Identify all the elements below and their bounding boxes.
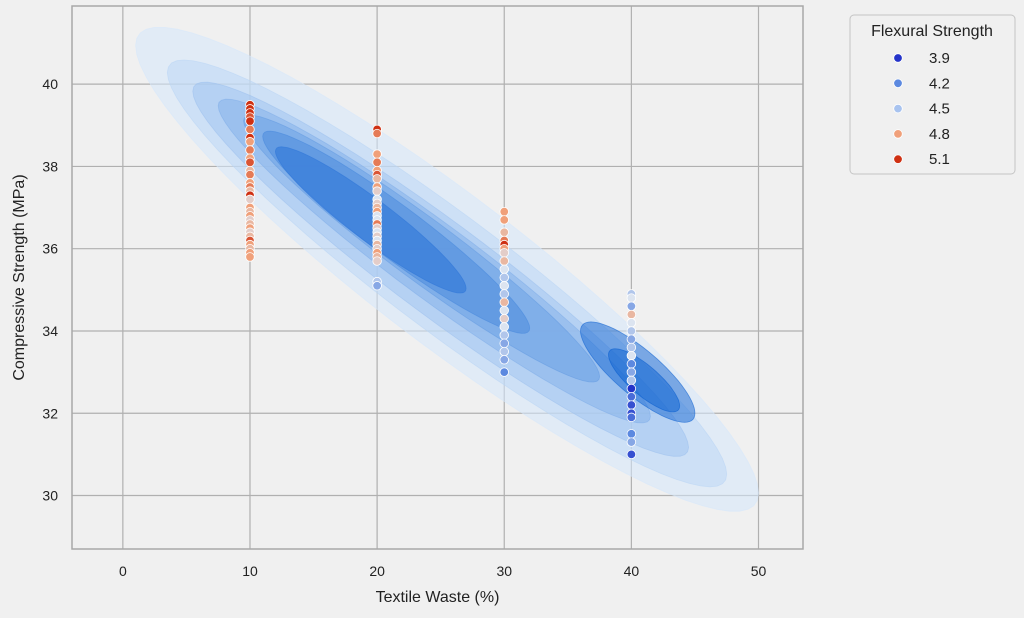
data-point — [372, 157, 382, 168]
data-point — [499, 330, 509, 340]
legend-label: 4.8 — [929, 126, 950, 143]
y-tick-label: 38 — [42, 158, 58, 174]
legend-label: 3.9 — [929, 50, 950, 67]
legend-marker — [893, 103, 903, 114]
x-tick-label: 50 — [751, 563, 767, 579]
data-point — [499, 264, 509, 274]
data-point — [372, 256, 382, 266]
data-point — [626, 400, 637, 410]
data-point — [626, 350, 637, 361]
legend-marker — [893, 154, 903, 164]
data-point — [626, 342, 637, 353]
data-point — [626, 334, 637, 344]
data-point — [626, 309, 637, 320]
data-point — [372, 186, 382, 196]
legend-marker — [893, 53, 903, 63]
tick-labels: 0 10 20 30 40 50 30 32 34 36 38 40 — [42, 76, 766, 579]
data-point — [245, 157, 255, 168]
density-overlay — [135, 27, 759, 512]
x-tick-label: 40 — [624, 563, 640, 579]
y-tick-label: 36 — [42, 241, 58, 257]
data-point — [245, 169, 255, 180]
legend-label: 5.1 — [929, 151, 950, 168]
data-point — [499, 338, 509, 349]
data-point — [626, 326, 637, 336]
data-point — [245, 137, 255, 147]
data-point — [499, 322, 509, 332]
data-point — [499, 215, 509, 225]
data-point — [626, 318, 637, 328]
data-point — [499, 248, 509, 258]
data-point — [626, 429, 637, 439]
legend-marker — [893, 78, 903, 89]
data-point — [499, 272, 509, 283]
plot-frame — [71, 5, 804, 550]
x-tick-label: 30 — [496, 563, 512, 579]
y-tick-label: 34 — [42, 323, 58, 339]
data-point — [626, 367, 637, 377]
x-tick-label: 20 — [369, 563, 385, 579]
x-axis-title: Textile Waste (%) — [376, 589, 500, 606]
data-point — [372, 281, 382, 291]
data-point — [245, 252, 255, 262]
data-point — [499, 346, 509, 357]
data-point — [245, 194, 255, 205]
data-point — [372, 128, 382, 139]
data-point — [499, 355, 509, 365]
data-point — [499, 227, 509, 237]
y-tick-label: 30 — [42, 488, 58, 504]
legend-title: Flexural Strength — [871, 23, 993, 40]
data-point — [499, 206, 509, 217]
data-point — [626, 437, 637, 447]
legend-entries: 3.9 4.2 4.5 4.8 5.1 — [893, 50, 950, 168]
data-point — [626, 301, 637, 311]
data-point — [499, 313, 509, 324]
legend-label: 4.5 — [929, 101, 950, 118]
data-point — [626, 375, 637, 386]
data-point — [499, 297, 509, 307]
y-tick-label: 32 — [42, 405, 58, 421]
data-point — [499, 281, 509, 291]
data-point — [245, 124, 255, 135]
data-point — [626, 449, 637, 460]
data-point — [499, 305, 509, 316]
y-axis-title: Compressive Strength (MPa) — [11, 174, 28, 380]
data-point — [499, 256, 509, 266]
density-contour — [608, 348, 681, 413]
legend-box — [849, 14, 1016, 175]
data-point — [499, 367, 509, 377]
x-tick-label: 0 — [119, 563, 127, 579]
legend: Flexural Strength 3.9 4.2 4.5 4.8 5.1 — [849, 14, 1016, 175]
data-point — [372, 149, 382, 159]
data-point — [626, 392, 637, 402]
data-point — [626, 412, 637, 423]
data-point — [245, 116, 255, 126]
legend-marker — [893, 129, 903, 139]
data-point — [245, 145, 255, 155]
data-points — [245, 100, 637, 460]
x-tick-label: 10 — [242, 563, 258, 579]
data-point — [372, 174, 382, 184]
data-point — [626, 359, 637, 369]
data-point — [499, 289, 509, 299]
y-tick-label: 40 — [42, 76, 58, 92]
data-point — [626, 293, 637, 303]
density-contour — [274, 146, 467, 294]
legend-label: 4.2 — [929, 75, 950, 92]
data-point — [626, 383, 637, 394]
